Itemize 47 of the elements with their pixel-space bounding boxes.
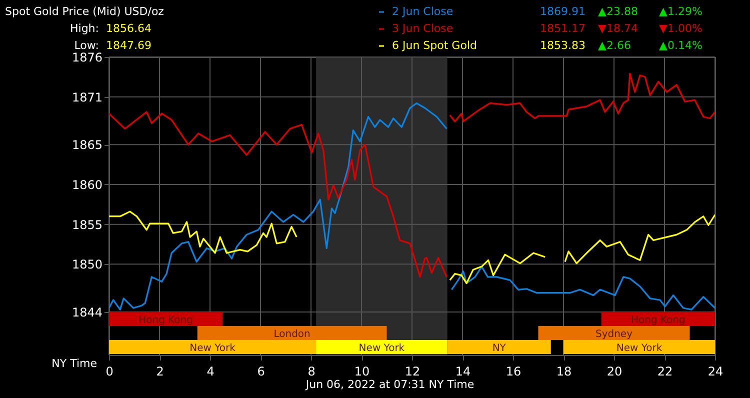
x-tick-label: 16 — [506, 364, 522, 378]
text: ▲1.29% — [659, 5, 702, 18]
y-tick-label: 1871 — [72, 90, 102, 104]
legend-label: 3 Jun Close — [392, 22, 454, 35]
band-label: Hong Kong — [138, 315, 193, 326]
text: ▼1.00% — [659, 22, 702, 35]
text: Jun 06, 2022 at 07:31 NY Time — [304, 378, 474, 391]
band-label: New York — [190, 343, 236, 354]
y-tick-label: 1850 — [72, 258, 102, 272]
y-tick-label: 1876 — [72, 50, 102, 64]
x-tick-label: 14 — [455, 364, 471, 378]
band-label: Sydney — [595, 329, 633, 340]
x-tick-label: 2 — [156, 364, 164, 378]
chart-title: Spot Gold Price (Mid) USD/oz — [5, 5, 164, 18]
y-tick-label: 1844 — [72, 305, 102, 320]
legend-label: 6 Jun Spot Gold — [392, 39, 477, 52]
text: ▲23.88 — [598, 5, 638, 18]
text: ▼18.74 — [598, 22, 638, 35]
text: 1847.69 — [106, 39, 152, 52]
x-tick-label: 22 — [657, 364, 673, 378]
y-tick-label: 1865 — [72, 138, 102, 152]
x-tick-label: 10 — [354, 364, 370, 378]
band-label: Hong Kong — [631, 315, 686, 326]
x-tick-label: 4 — [206, 364, 214, 378]
text: ▲2.66 — [598, 39, 631, 52]
text: 1856.64 — [106, 22, 152, 35]
text: 1853.83 — [540, 39, 586, 52]
x-tick-label: 24 — [708, 364, 724, 378]
y-tick-label: 1860 — [72, 178, 102, 192]
band-label: New York — [358, 343, 405, 354]
band-label: London — [274, 329, 310, 340]
band-label: New York — [616, 343, 662, 354]
x-tick-label: 20 — [606, 364, 622, 378]
x-axis-title: NY Time — [52, 357, 98, 370]
text: Low: — [74, 39, 99, 52]
x-tick-label: 12 — [404, 364, 420, 378]
text: 1851.17 — [540, 22, 586, 35]
band-label: NY — [492, 343, 507, 354]
text: 1869.91 — [540, 5, 586, 18]
x-tick-label: 18 — [556, 364, 572, 378]
legend-label: 2 Jun Close — [392, 5, 454, 18]
x-tick-label: 6 — [257, 364, 265, 378]
x-tick-label: 0 — [106, 364, 114, 378]
text: High: — [70, 22, 99, 35]
text: ▲0.14% — [659, 39, 702, 52]
x-tick-label: 8 — [308, 364, 316, 378]
y-tick-label: 1855 — [72, 218, 102, 232]
